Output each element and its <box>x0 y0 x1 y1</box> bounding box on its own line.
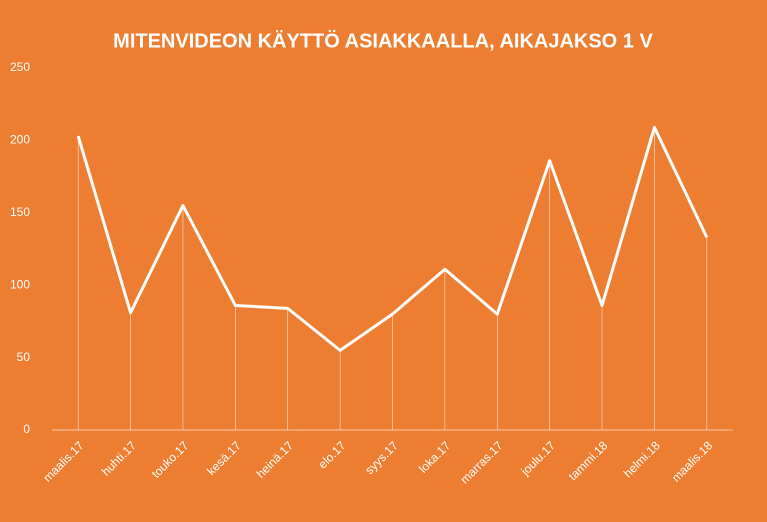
chart-title: MITENVIDEON KÄYTTÖ ASIAKKAALLA, AIKAJAKS… <box>113 29 653 52</box>
series-line <box>76 125 709 352</box>
y-tick-label: 150 <box>10 205 30 219</box>
y-tick-label: 50 <box>17 350 31 364</box>
y-tick-label: 100 <box>10 277 30 291</box>
y-tick-label: 250 <box>10 60 30 74</box>
y-tick-label: 200 <box>10 133 30 147</box>
y-tick-label: 0 <box>23 422 30 436</box>
